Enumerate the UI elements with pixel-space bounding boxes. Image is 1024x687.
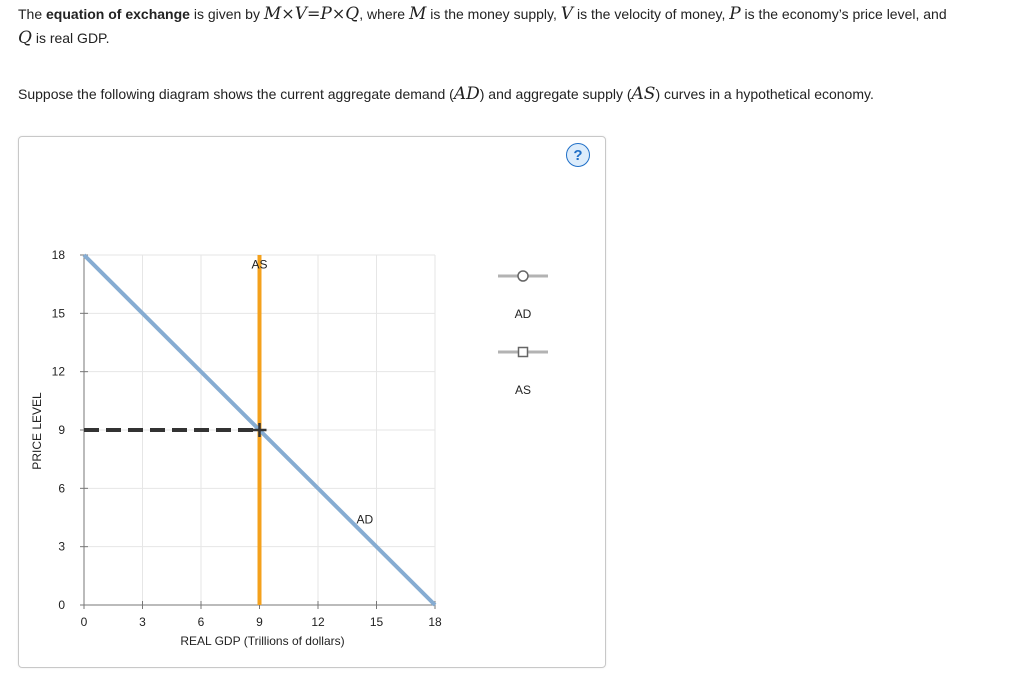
x-tick-label: 18 [428, 615, 442, 629]
legend-circle-icon[interactable] [517, 270, 529, 282]
eq-Q: Q [345, 4, 360, 24]
y-tick-label: 3 [58, 540, 65, 554]
y-tick-label: 9 [58, 423, 65, 437]
equation-of-exchange-term: equation of exchange [46, 6, 190, 22]
x-tick-label: 15 [370, 615, 384, 629]
prompt-paragraph: Suppose the following diagram shows the … [18, 84, 874, 104]
y-tick-label: 18 [52, 248, 66, 262]
eq-V: V [294, 4, 307, 24]
y-tick-label: 0 [58, 598, 65, 612]
y-tick-label: 12 [52, 365, 66, 379]
as-symbol: AS [631, 84, 656, 104]
y-tick-label: 15 [52, 306, 66, 320]
curve-label-as: AS [251, 258, 267, 272]
curve-label-ad: AD [356, 512, 373, 526]
legend-as-label: AS [515, 383, 531, 397]
x-axis-title: REAL GDP (Trillions of dollars) [180, 634, 344, 648]
x-tick-label: 0 [81, 615, 88, 629]
ad-symbol: AD [453, 84, 480, 104]
x-tick-label: 3 [139, 615, 146, 629]
help-button[interactable]: ? [566, 143, 590, 167]
y-tick-label: 6 [58, 481, 65, 495]
question-mark-icon: ? [573, 146, 583, 164]
x-tick-label: 12 [311, 615, 325, 629]
intro-paragraph: The equation of exchange is given by M×V… [18, 4, 947, 48]
y-axis-title: PRICE LEVEL [30, 392, 44, 470]
legend-ad-label: AD [515, 307, 532, 321]
eq-P: P [320, 4, 332, 24]
graph-panel [18, 136, 606, 668]
legend-square-icon[interactable] [517, 346, 529, 358]
x-tick-label: 6 [198, 615, 205, 629]
eq-M: M [263, 4, 282, 24]
x-tick-label: 9 [256, 615, 263, 629]
